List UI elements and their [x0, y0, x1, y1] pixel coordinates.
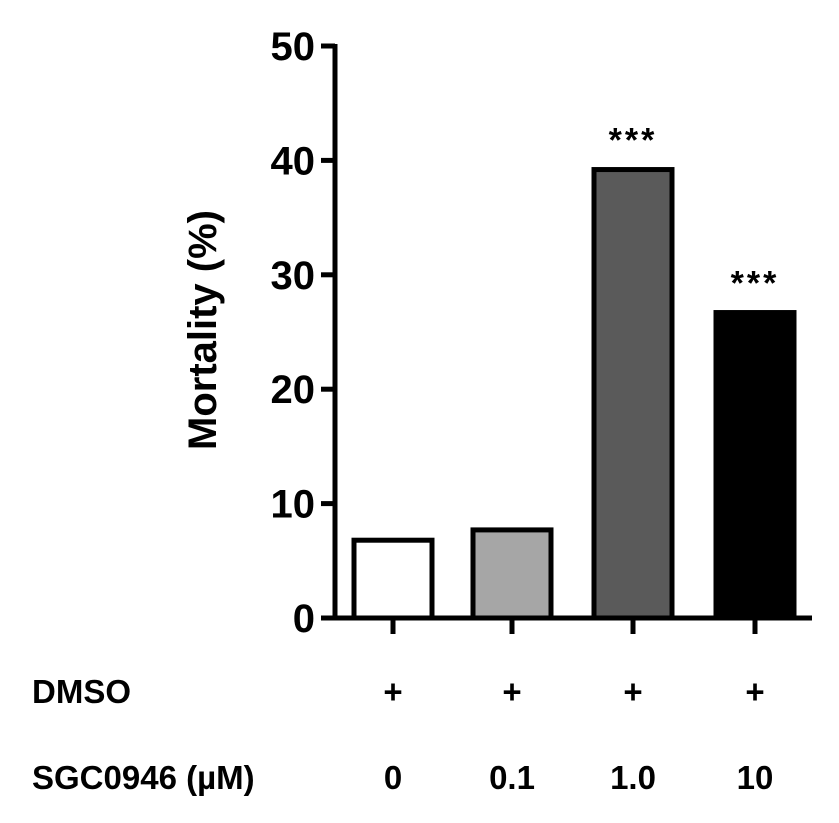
bar — [470, 527, 554, 621]
sgc0946-row-label: SGC0946 (µM) — [32, 759, 255, 796]
y-tick-label: 50 — [271, 25, 316, 69]
concentration-cell: 10 — [737, 759, 774, 796]
y-axis-label: Mortality (%) — [181, 210, 225, 450]
dmso-cell: + — [623, 673, 642, 710]
bar — [351, 537, 435, 621]
dmso-cell: + — [745, 673, 764, 710]
bar — [713, 310, 797, 621]
significance-label: *** — [731, 265, 780, 303]
concentration-cell: 0.1 — [489, 759, 535, 796]
dmso-cell: + — [383, 673, 402, 710]
dmso-cell: + — [502, 673, 521, 710]
y-tick-label: 20 — [271, 368, 316, 412]
bar — [591, 167, 675, 621]
concentration-cell: 1.0 — [610, 759, 656, 796]
labels: DMSO + + + + SGC0946 (µM) 0 0.1 1.0 10 — [32, 673, 773, 796]
y-tick-label: 10 — [271, 483, 316, 527]
dmso-row-label: DMSO — [32, 673, 131, 710]
bars: *** *** — [351, 122, 797, 621]
y-tick-label: 40 — [271, 139, 316, 183]
concentration-cell: 0 — [384, 759, 402, 796]
y-tick-label: 0 — [293, 597, 315, 641]
y-tick-label: 30 — [271, 254, 316, 298]
significance-label: *** — [609, 122, 658, 160]
